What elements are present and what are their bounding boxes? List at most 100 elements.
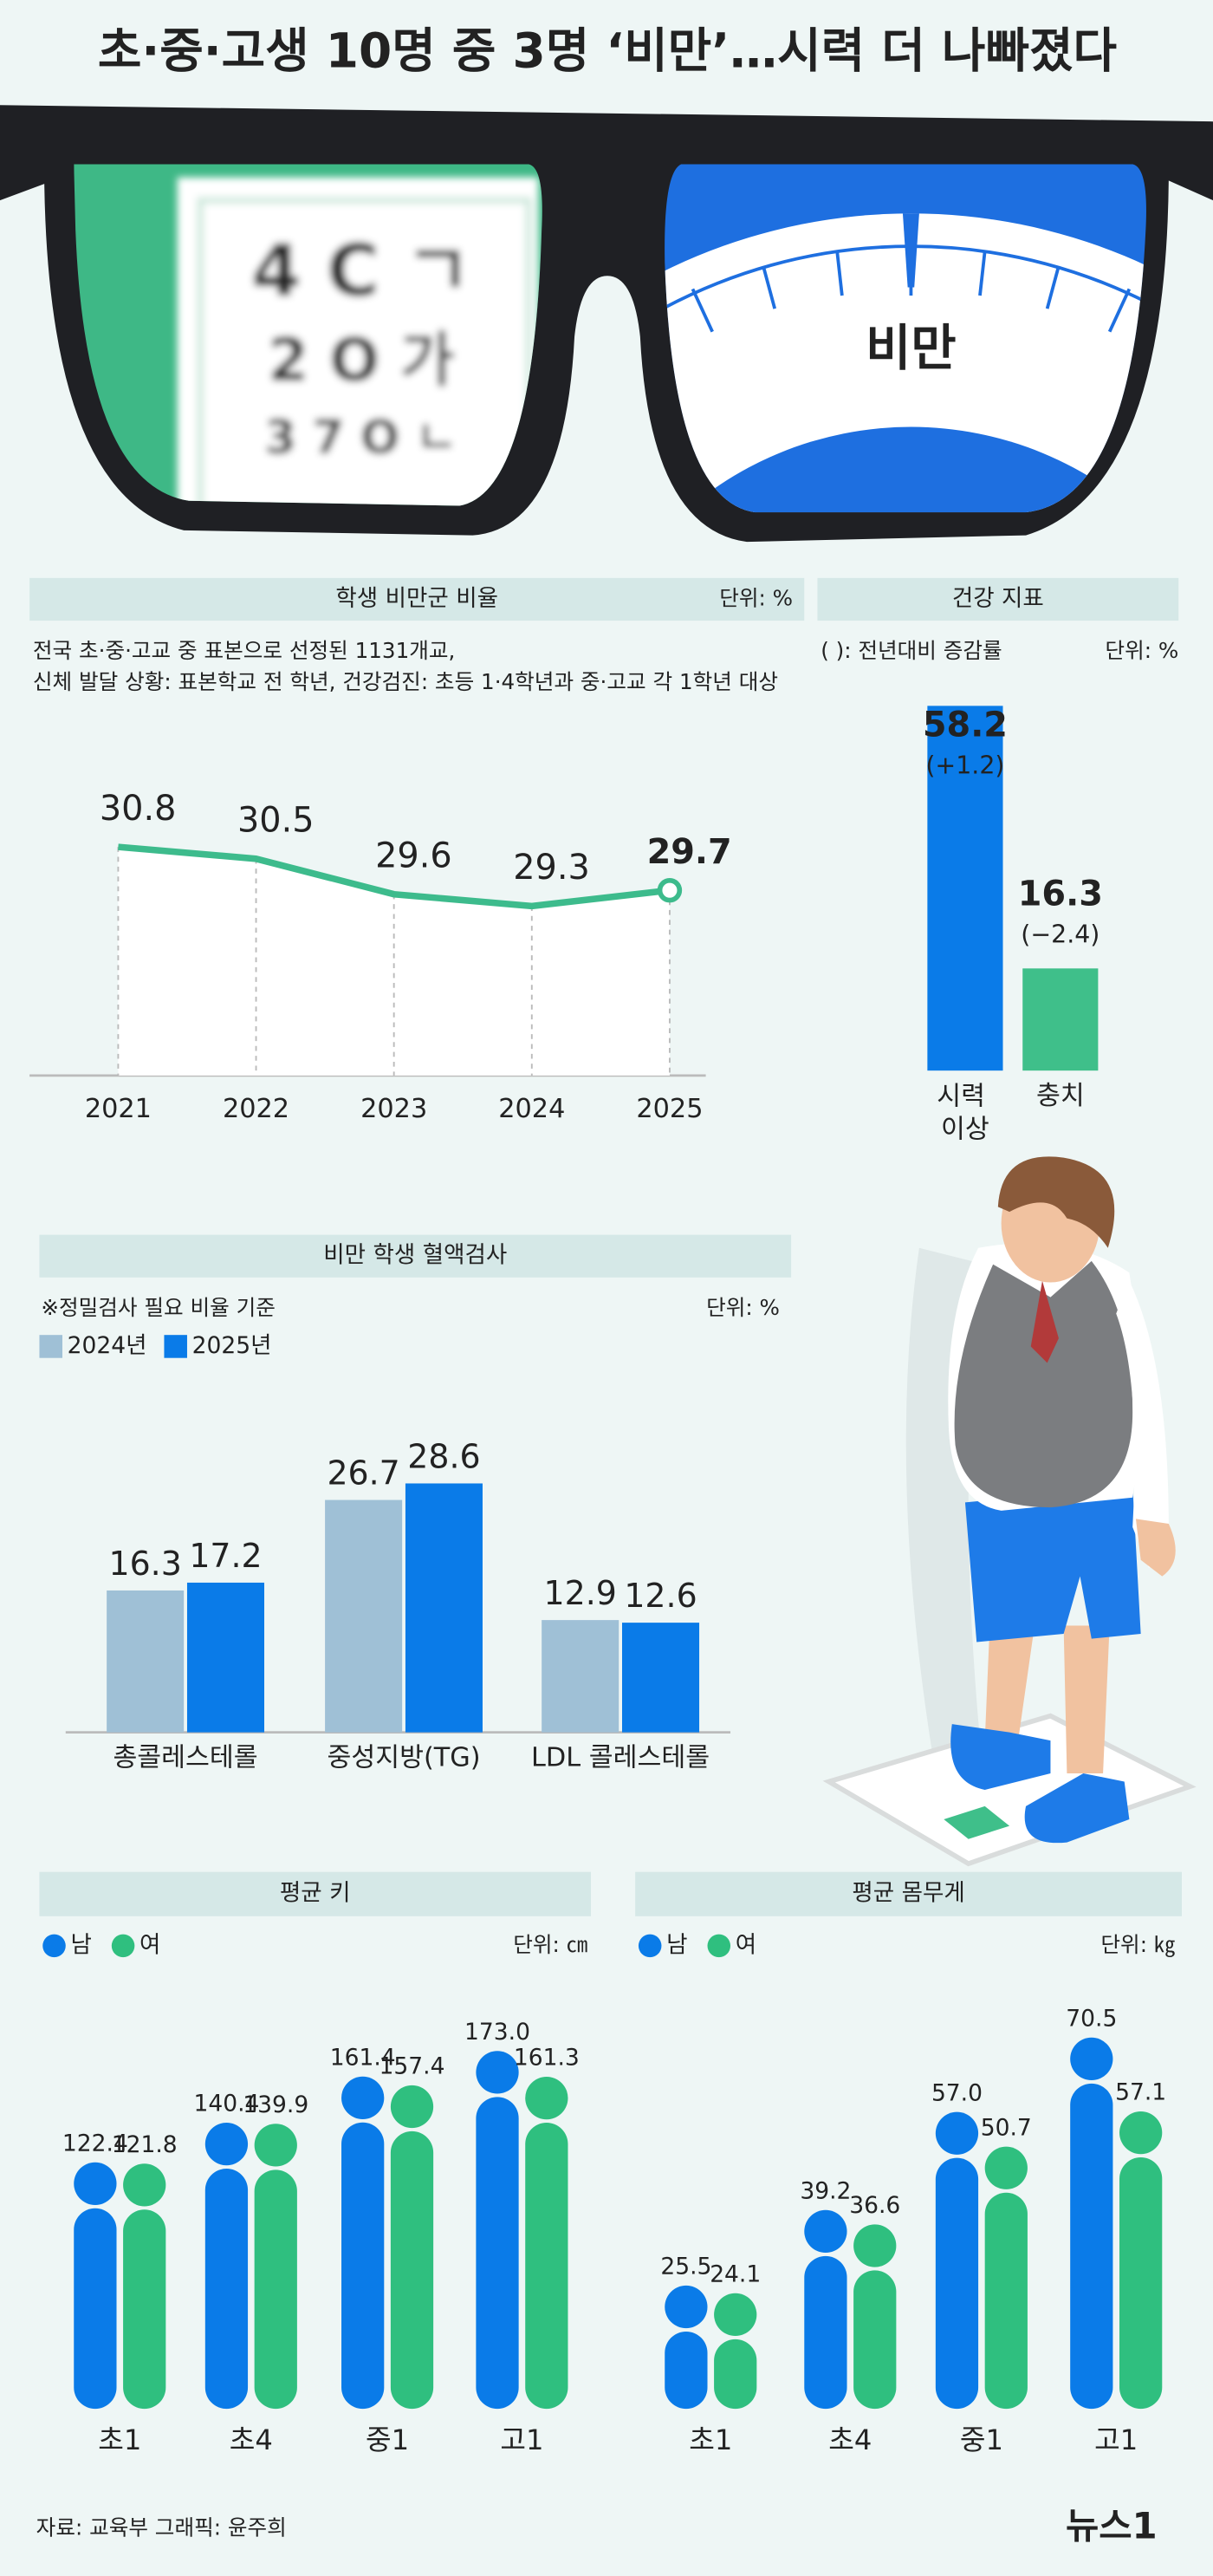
x-tick-label: 2025: [636, 1094, 703, 1124]
lollipop-body: [714, 2339, 757, 2410]
lollipop: [804, 2209, 847, 2410]
lollipop-body: [74, 2208, 117, 2410]
scale-needle: [902, 213, 919, 288]
legend-label: 남: [666, 1931, 687, 1958]
scale-label: 비만: [866, 320, 957, 377]
lollipop-body: [853, 2270, 897, 2410]
value-label: 29.3: [513, 848, 590, 888]
lollipop: [935, 2111, 979, 2410]
lollipop-head: [665, 2285, 708, 2329]
lollipop-head: [714, 2293, 757, 2337]
x-tick-label: 2022: [223, 1094, 289, 1124]
point: [657, 877, 683, 903]
scale-tick: [1045, 265, 1061, 309]
x-tick-label: 고1: [500, 2423, 543, 2456]
value-label: 24.1: [710, 2261, 761, 2287]
value-label: 16.3: [108, 1545, 181, 1583]
value-label: 25.5: [660, 2254, 711, 2280]
scale-tick: [1107, 288, 1132, 333]
lollipop: [123, 2163, 166, 2410]
value-label: 58.2: [923, 705, 1008, 745]
page-title: 초·중·고생 10명 중 3명 ‘비만’…시력 더 나빠졌다: [98, 23, 1117, 79]
value-label: 16.3: [1018, 874, 1103, 914]
lollipop-body: [123, 2209, 166, 2410]
value-label: 57.1: [1115, 2079, 1166, 2106]
scale-tick: [762, 265, 777, 309]
x-tick-label: 충치: [1036, 1081, 1085, 1111]
lollipop-body: [665, 2331, 708, 2410]
lollipop: [476, 2051, 519, 2410]
legend-label: 여: [736, 1931, 756, 1958]
value-label: 157.4: [379, 2053, 445, 2080]
right-lens: 비만: [665, 164, 1146, 513]
note: 신체 발달 상황: 표본학교 전 학년, 건강검진: 초등 1·4학년과 중·고…: [33, 669, 778, 694]
lollipop: [984, 2146, 1028, 2410]
scale-tick: [691, 288, 714, 333]
chart-title: 평균 몸무게: [852, 1880, 964, 1907]
section-header: [29, 577, 805, 621]
value-label: 161.4: [330, 2044, 396, 2071]
lollipop-head: [525, 2076, 568, 2120]
shorts: [964, 1486, 1141, 1643]
section-header: [817, 577, 1179, 621]
vest: [954, 1260, 1133, 1508]
source: 자료: 교육부 그래픽: 윤주희: [36, 2514, 287, 2540]
legend-swatch: [638, 1934, 662, 1958]
value-label: 70.5: [1066, 2005, 1117, 2032]
chart-title: 건강 지표: [952, 585, 1044, 612]
eye-chart-border: [197, 197, 532, 506]
value-label: 121.8: [112, 2131, 178, 2158]
lollipop-body: [254, 2169, 297, 2410]
value-label: 173.0: [464, 2019, 530, 2046]
value-label: 122.4: [62, 2130, 128, 2156]
legend-swatch: [42, 1934, 66, 1958]
x-tick-label: 중1: [960, 2423, 1003, 2456]
lollipop-head: [935, 2111, 979, 2155]
lollipop-head: [476, 2051, 519, 2094]
x-tick-label: 초4: [230, 2423, 273, 2456]
bar: [186, 1582, 265, 1733]
x-tick-label: LDL 콜레스테롤: [531, 1742, 710, 1773]
legend-label: 남: [70, 1931, 91, 1958]
lollipop-body: [525, 2123, 568, 2410]
line: [118, 843, 671, 910]
bar: [107, 1590, 185, 1733]
eye-chart-row: 3 7 O ㄴ: [264, 410, 457, 464]
note: ※정밀검사 필요 비율 기준: [41, 1295, 276, 1320]
eye-chart: 4 C ㄱ 2 O 가 3 7 O ㄴ: [177, 177, 539, 506]
eye-chart-card: [177, 177, 539, 506]
lollipop-body: [341, 2122, 385, 2410]
lollipop-head: [984, 2146, 1028, 2189]
x-tick-label: 2023: [360, 1094, 427, 1124]
lollipop-body: [1070, 2083, 1113, 2410]
lollipop: [341, 2076, 385, 2410]
lollipop-head: [254, 2124, 297, 2167]
scale-tick: [978, 250, 987, 296]
shoe: [950, 1724, 1051, 1790]
lollipop-head: [341, 2076, 385, 2119]
bar: [405, 1483, 483, 1733]
value-label: 28.6: [407, 1438, 480, 1476]
legend-label: 여: [139, 1931, 160, 1958]
section-header: [39, 1234, 792, 1278]
eye-chart-row: 4 C ㄱ: [251, 229, 471, 313]
bar: [325, 1499, 403, 1733]
x-tick-label: 총콜레스테롤: [113, 1742, 257, 1773]
lollipop-head: [123, 2163, 166, 2207]
change-label: (+1.2): [925, 751, 1004, 779]
lollipop-body: [804, 2255, 847, 2410]
value-label: 50.7: [981, 2114, 1032, 2141]
x-tick-label: 2024: [498, 1094, 565, 1124]
value-label: 29.6: [375, 836, 452, 876]
leg: [1063, 1625, 1110, 1773]
lollipop-body: [1119, 2157, 1163, 2410]
chart-title: 비만 학생 혈액검사: [323, 1242, 507, 1269]
lollipop-head: [1070, 2037, 1113, 2081]
lollipop: [853, 2224, 897, 2410]
label-line: 시력: [937, 1081, 993, 1111]
left-lens: 4 C ㄱ 2 O 가 3 7 O ㄴ: [74, 164, 542, 506]
lollipop-head: [390, 2085, 434, 2129]
value-label: 17.2: [189, 1537, 262, 1575]
legend-swatch: [164, 1335, 187, 1358]
value-label: 12.9: [544, 1574, 617, 1612]
